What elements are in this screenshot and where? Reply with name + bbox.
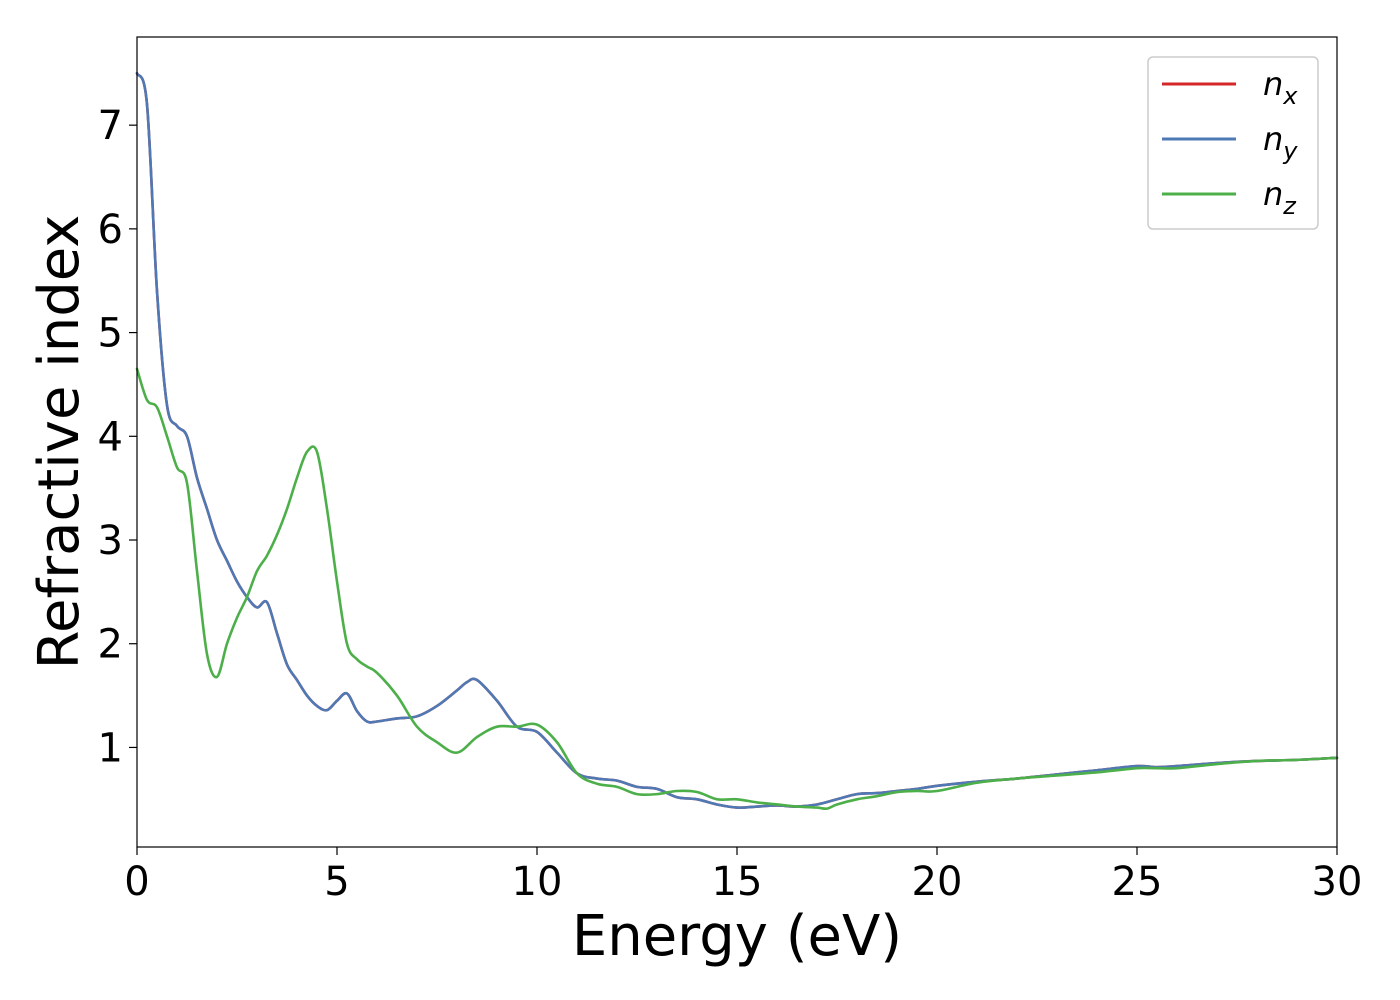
x-tick-label: 5 <box>324 859 349 905</box>
x-tick-label: 25 <box>1112 859 1163 905</box>
plot-background <box>137 37 1337 847</box>
y-tick-label: 2 <box>98 622 123 668</box>
legend-box <box>1147 56 1319 230</box>
x-tick-label: 10 <box>512 859 563 905</box>
series-layer <box>135 72 1339 811</box>
y-axis-title: Refractive index <box>27 215 92 670</box>
legend-label-n-x: nx <box>1263 65 1298 110</box>
y-tick-label: 3 <box>98 518 123 564</box>
y-tick-label: 6 <box>98 207 123 253</box>
x-tick-label: 0 <box>124 859 149 905</box>
x-axis-ticks: 0 5 10 15 20 25 30 <box>124 847 1362 905</box>
series-line-n-z <box>135 367 1339 811</box>
x-tick-label: 20 <box>912 859 963 905</box>
x-tick-label: 15 <box>712 859 763 905</box>
series-line-n-y <box>135 72 1339 809</box>
y-tick-label: 4 <box>98 414 123 460</box>
x-axis-title: Energy (eV) <box>572 904 902 969</box>
y-tick-label: 5 <box>98 311 123 357</box>
y-tick-label: 1 <box>98 725 123 771</box>
legend-label-n-z: nz <box>1263 175 1297 220</box>
legend-label-n-y: ny <box>1263 120 1298 165</box>
y-axis-ticks: 1 2 3 4 5 6 7 <box>98 103 137 771</box>
x-tick-label: 30 <box>1312 859 1363 905</box>
legend: nx ny nz <box>1147 56 1319 230</box>
y-tick-label: 7 <box>98 103 123 149</box>
